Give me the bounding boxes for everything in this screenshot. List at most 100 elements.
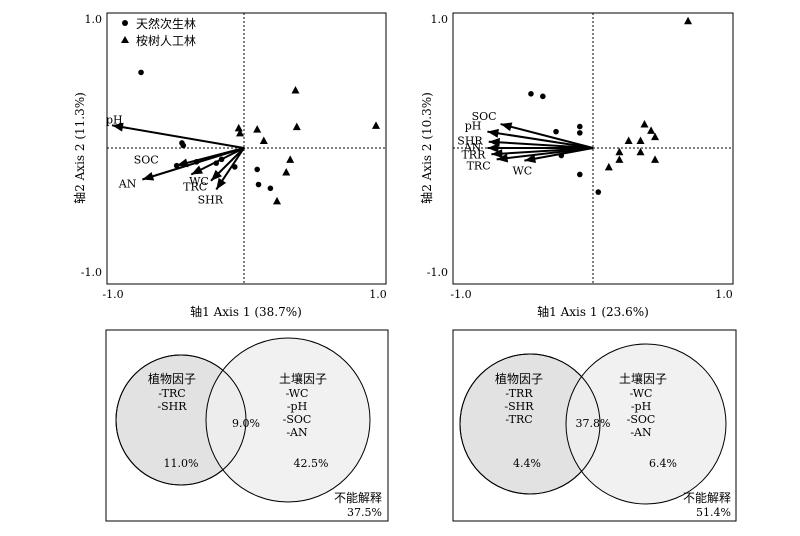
vector-label-trc: TRC: [467, 159, 491, 172]
point-natural-forest: [577, 130, 583, 136]
x-axis-label: 轴1 Axis 1 (23.6%): [537, 304, 649, 319]
venn-unexplained-value: 37.5%: [347, 506, 382, 519]
venn-left-item: -SHR: [157, 400, 187, 413]
point-natural-forest: [595, 189, 602, 195]
point-eucalyptus-plantation: [273, 196, 281, 205]
point-eucalyptus-plantation: [372, 121, 380, 129]
venn-right-title: 土壤因子: [619, 371, 667, 386]
y-tick-bottom: -1.0: [427, 266, 448, 279]
point-eucalyptus-plantation: [651, 132, 660, 141]
venn-overlap-value: 9.0%: [232, 417, 260, 430]
point-natural-forest: [540, 93, 546, 100]
venn-right-title: 土壤因子: [279, 371, 327, 386]
point-natural-forest: [255, 181, 262, 188]
point-eucalyptus-plantation: [286, 155, 295, 163]
vector-soc: [500, 123, 594, 149]
data-points: [528, 16, 693, 195]
venn-frame: [105, 329, 389, 522]
point-eucalyptus-plantation: [684, 16, 693, 25]
x-axis-label: 轴1 Axis 1 (38.7%): [190, 304, 302, 319]
point-eucalyptus-plantation: [651, 155, 660, 163]
venn-right-item: -pH: [287, 400, 307, 413]
vector-arrowhead-trr: [491, 149, 503, 159]
venn-left-title: 植物因子: [148, 371, 196, 386]
x-tick-right: 1.0: [715, 288, 733, 301]
y-tick-top: 1.0: [85, 13, 103, 26]
legend-label-circle: 天然次生林: [136, 16, 196, 31]
point-eucalyptus-plantation: [647, 126, 656, 134]
venn-left-title: 植物因子: [495, 371, 543, 386]
vector-label-wc: WC: [189, 175, 209, 188]
venn-circle-plant-outline: [115, 354, 247, 486]
y-axis-label: 轴2 Axis 2 (11.3%): [72, 92, 87, 204]
point-eucalyptus-plantation: [291, 86, 300, 94]
x-tick-right: 1.0: [369, 288, 387, 301]
vector-an: [142, 147, 245, 181]
point-eucalyptus-plantation: [640, 120, 649, 128]
legend-triangle-marker: [121, 36, 129, 43]
point-eucalyptus-plantation: [615, 155, 624, 163]
venn-unexplained-label: 不能解释: [334, 491, 382, 505]
legend-circle-marker: [122, 20, 128, 26]
vector-label-shr: SHR: [198, 194, 224, 207]
vector-label-wc: WC: [512, 165, 532, 178]
point-eucalyptus-plantation: [234, 123, 243, 132]
point-eucalyptus-plantation: [236, 128, 245, 137]
venn-right-item: -SOC: [627, 413, 656, 426]
point-eucalyptus-plantation: [615, 147, 624, 156]
point-eucalyptus-plantation: [624, 136, 633, 144]
venn-left-item: -TRC: [505, 413, 532, 426]
vector-label-trc: TRC: [183, 180, 207, 193]
vector-arrowhead-ph: [487, 128, 499, 138]
venn-right-item: -WC: [286, 387, 309, 400]
vector-arrowhead-soc: [176, 158, 189, 168]
vector-arrowhead-an: [142, 171, 155, 181]
point-eucalyptus-plantation: [253, 125, 262, 133]
point-natural-forest: [138, 69, 144, 76]
vector-wc: [524, 147, 594, 162]
venn-circle-soil: [205, 337, 371, 503]
venn-right-item: -WC: [630, 387, 653, 400]
point-eucalyptus-plantation: [292, 122, 301, 131]
venn-right-item: -AN: [630, 426, 652, 439]
x-tick-left: -1.0: [450, 288, 471, 301]
venn-unexplained-label: 不能解释: [683, 491, 731, 505]
vector-trc: [496, 147, 594, 161]
legend: 天然次生林 桉树人工林: [121, 16, 196, 48]
point-eucalyptus-plantation: [636, 136, 645, 144]
vector-arrowhead-ph: [112, 122, 124, 132]
y-axis-label: 轴2 Axis 2 (10.3%): [419, 92, 434, 204]
point-natural-forest: [254, 166, 260, 173]
point-natural-forest: [577, 171, 583, 178]
vector-label-an: AN: [463, 141, 482, 154]
point-natural-forest: [577, 123, 583, 130]
y-tick-bottom: -1.0: [81, 266, 102, 279]
point-natural-forest: [553, 128, 559, 135]
vector-shr: [488, 140, 594, 149]
venn-right-item: -SOC: [283, 413, 312, 426]
vector-label-trr: TRR: [461, 148, 486, 161]
venn-left-value: 4.4%: [513, 457, 541, 470]
vector-label-shr: SHR: [457, 135, 483, 148]
vector-arrowhead-wc: [524, 154, 536, 164]
vector-ph: [487, 130, 594, 149]
point-natural-forest: [267, 185, 274, 192]
venn-right-item: -pH: [631, 400, 651, 413]
venn-left-item: -TRC: [158, 387, 185, 400]
rda-plot-right: 1.0 -1.0 -1.0 1.0 轴1 Axis 1 (23.6%) 轴2 A…: [419, 12, 734, 319]
venn-frame: [452, 329, 737, 522]
vector-label-soc: SOC: [472, 110, 497, 123]
y-tick-top: 1.0: [431, 13, 449, 26]
vector-label-an: AN: [118, 178, 137, 191]
legend-label-triangle: 桉树人工林: [136, 33, 196, 48]
venn-left-item: -SHR: [504, 400, 534, 413]
venn-overlap-value: 37.8%: [576, 417, 611, 430]
venn-right-value: 6.4%: [649, 457, 677, 470]
vector-arrowhead-trc: [496, 153, 509, 163]
venn-left: 植物因子 -TRC -SHR 土壤因子 -WC -pH -SOC -AN 9.0…: [105, 329, 389, 522]
point-eucalyptus-plantation: [259, 136, 268, 144]
venn-right-item: -AN: [286, 426, 308, 439]
